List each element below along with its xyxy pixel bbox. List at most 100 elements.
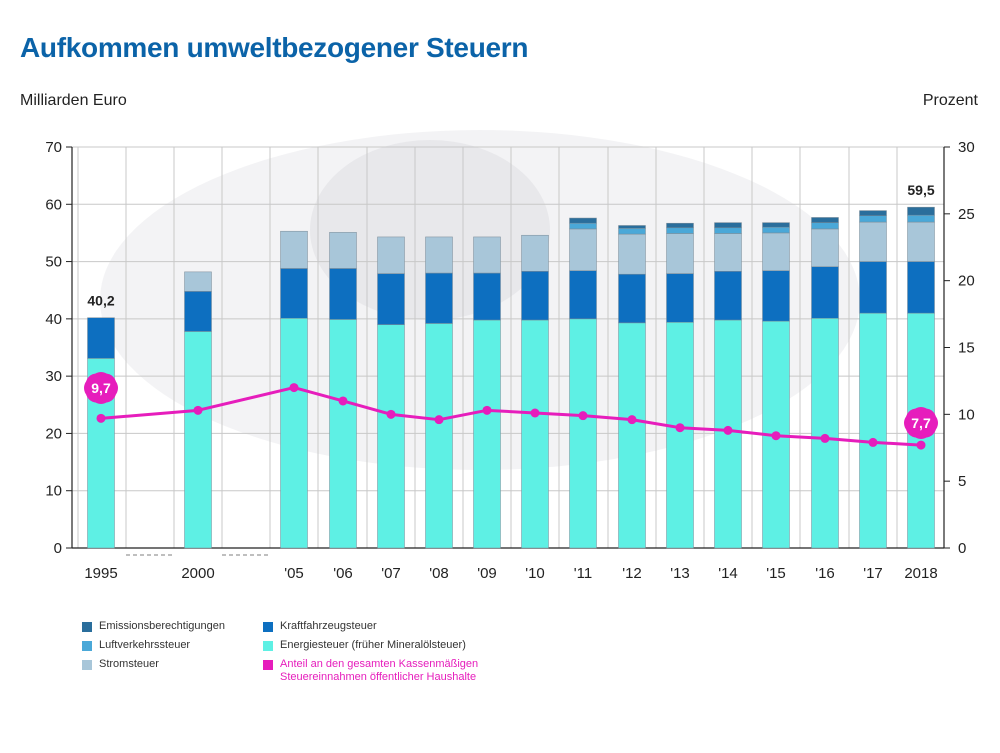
bar-segment-energie [618,322,646,549]
share-point [338,396,348,406]
bar-segment-luftverkehr [762,226,790,234]
share-point [868,437,878,447]
left-axis-unit: Milliarden Euro [20,92,127,109]
share-point [675,423,685,433]
legend-item-luftverkehr: Luftverkehrssteuer [82,639,225,653]
x-tick-label: 1995 [84,565,117,582]
share-point [96,413,106,423]
x-tick-label: '15 [766,565,786,582]
y-tick-label: 40 [45,311,62,328]
bar-segment-energie [859,312,887,549]
bar-segment-luftverkehr [666,227,694,234]
y-tick-label: 20 [45,425,62,442]
bar-segment-energie [666,322,694,549]
bar-segment-luftverkehr [714,227,742,234]
share-point [916,440,926,450]
legend-swatch-emission [82,622,92,632]
share-line [100,386,922,447]
legend-item-emission: Emissionsberechtigungen [82,620,225,634]
total-label-first: 40,2 [87,293,114,309]
bar-segment-strom [329,232,357,269]
y-tick-label: 10 [45,483,62,500]
bar-segment-strom [521,234,549,272]
bar-segment-energie [811,318,839,549]
legend-label-anteil: Anteil an den gesamten Kassenmäßigen Ste… [280,657,479,684]
bar-segment-kfz [425,272,453,324]
bar-segment-energie [329,319,357,549]
legend-swatch-luftverkehr [82,640,92,651]
share-point [434,415,444,425]
bar-segment-kfz [811,266,839,319]
bar-segment-kfz [521,271,549,321]
x-tick-label: 2018 [904,565,937,582]
bar-segment-energie [280,318,308,549]
bar-segment-strom [473,236,501,274]
legend-label-kfz: Kraftfahrzeugsteuer [280,620,377,632]
y2-tick-label: 25 [958,206,975,223]
x-tick-label: '16 [815,565,835,582]
bar-segment-energie [473,319,501,549]
bar-segment-luftverkehr [569,222,597,230]
legend-left: Emissionsberechtigungen Luftverkehrssteu… [82,620,225,676]
bar-segment-energie [425,323,453,549]
x-tick-label: '11 [574,565,592,582]
bar-segment-emission [859,210,887,216]
label-blob-part [914,408,937,431]
bar-segment-kfz [329,268,357,320]
x-tick-label: '10 [525,565,545,582]
y-tick-label: 70 [45,139,62,156]
bar-segment-strom [714,233,742,272]
legend-swatch-energie [263,640,273,651]
legend-right: Kraftfahrzeugsteuer Energiesteuer (frühe… [263,620,510,690]
bar-segment-kfz [184,291,212,332]
y2-tick-label: 20 [958,273,975,290]
x-tick-label: '17 [863,565,883,582]
x-tick-label: '07 [381,565,401,582]
share-point [820,433,830,443]
chart-area: 0 10 20 30 40 50 60 70 0 5 10 15 20 25 30 1995 2000 '05 '0… [45,130,975,582]
bar-segment-emission [666,222,694,229]
right-axis-unit: Prozent [922,92,978,109]
y2-tick-label: 5 [958,473,966,490]
bar-segment-kfz [714,271,742,321]
bar-segment-emission [714,222,742,229]
bar-segment-kfz [280,268,308,319]
legend-item-kfz: Kraftfahrzeugsteuer [263,620,510,634]
bar-segment-strom [377,236,405,274]
share-point [530,408,540,418]
bar-segment-strom [666,233,694,274]
bar-segment-kfz [666,273,694,323]
x-tick-label: 2000 [181,565,214,582]
bar-segment-emission [618,225,646,229]
legend-swatch-kfz [263,622,273,632]
bar-segment-emission [907,206,935,216]
bar-segment-strom [425,236,453,274]
bar-segment-energie [569,318,597,549]
y2-tick-label: 30 [958,139,975,156]
y2-tick-label: 15 [958,340,975,357]
share-label-first-text: 9,7 [91,380,111,396]
legend-item-anteil: Anteil an den gesamten Kassenmäßigen Ste… [263,658,510,686]
x-tick-label: '08 [429,565,449,582]
share-point [289,383,299,393]
share-point [723,425,733,435]
bar-segment-energie [184,331,212,549]
y-tick-label: 60 [45,196,62,213]
bar-segment-kfz [859,261,887,314]
x-tick-label: '06 [333,565,353,582]
bar-segment-energie [377,324,405,549]
legend-label-luftverkehr: Luftverkehrssteuer [99,638,191,651]
x-tick-label: '09 [477,565,497,582]
bar-segment-emission [569,217,597,224]
legend-label-emission: Emissionsberechtigungen [99,620,225,632]
bar-segment-kfz [569,270,597,320]
share-point [386,409,396,419]
legend-label-strom: Stromsteuer [99,657,159,670]
y-tick-label: 30 [45,368,62,385]
bar-segment-strom [859,221,887,262]
bar-segment-kfz [87,317,115,359]
bar-segment-strom [762,232,790,271]
share-point [578,411,588,421]
x-tick-label: '14 [718,565,738,582]
bar-segment-kfz [377,273,405,325]
